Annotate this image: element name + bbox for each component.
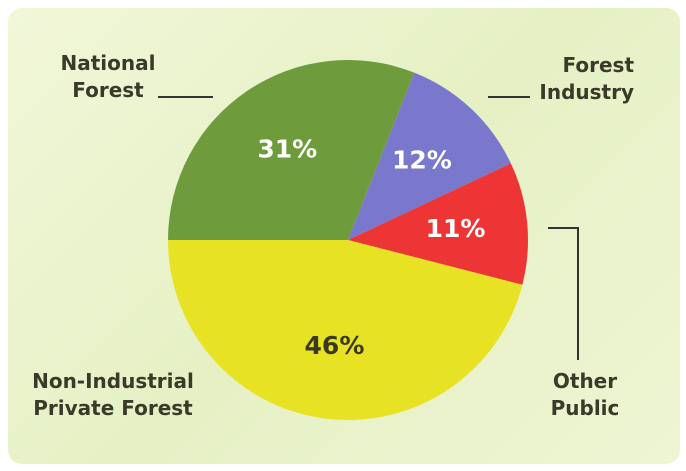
pie-slice <box>168 59 415 240</box>
category-label: National Forest <box>60 51 156 102</box>
value-label: 11% <box>426 214 486 243</box>
pie-slice <box>168 240 523 421</box>
category-label: Forest Industry <box>539 53 634 104</box>
value-label: 12% <box>392 145 452 174</box>
pie-slice <box>348 163 529 285</box>
category-label: Non-Industrial Private Forest <box>32 369 194 420</box>
category-label: Other Public <box>550 369 620 420</box>
leader-line <box>548 227 579 360</box>
value-label: 31% <box>257 135 317 164</box>
value-label: 46% <box>305 331 365 360</box>
pie-slice <box>348 72 511 241</box>
